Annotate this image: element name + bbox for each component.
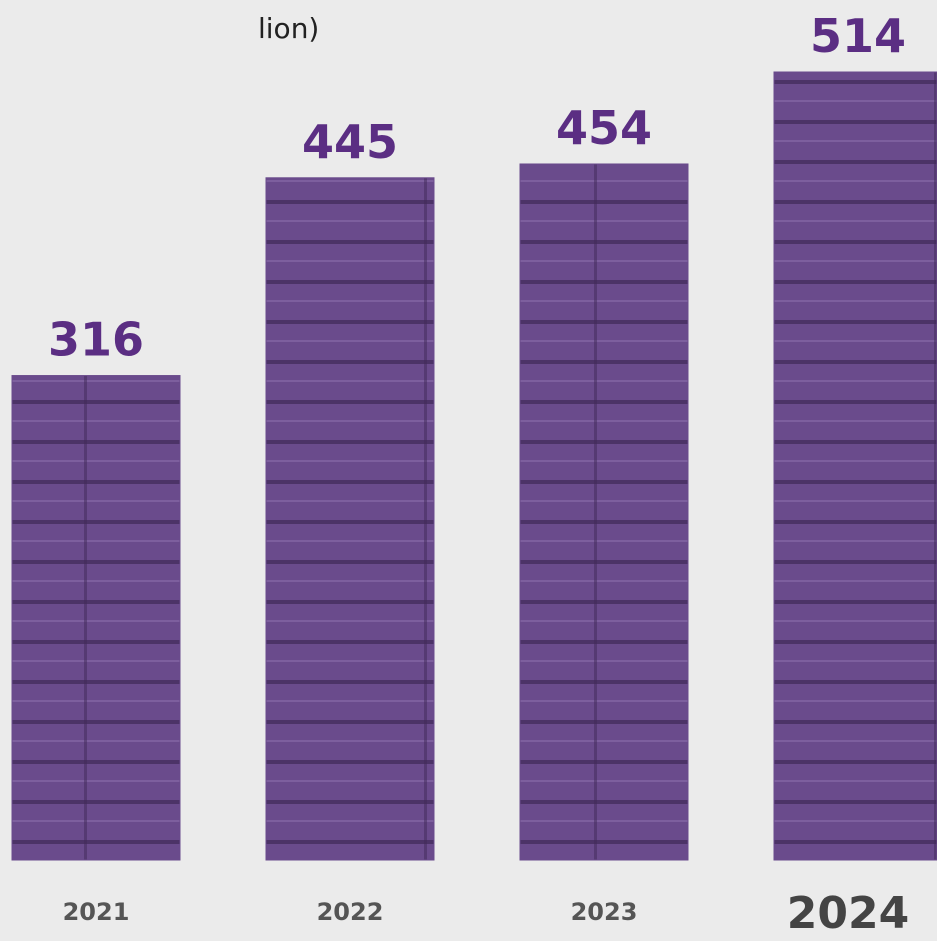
x-tick-label: 2021 <box>63 898 130 926</box>
x-tick-label: 2023 <box>571 898 638 926</box>
value-label: 316 <box>48 313 144 367</box>
bar <box>265 177 435 861</box>
x-tick-label: 2022 <box>317 898 384 926</box>
value-label: 445 <box>302 115 398 169</box>
x-tick-label: 2024 <box>787 888 909 939</box>
value-label: 454 <box>556 101 652 155</box>
bar <box>773 71 937 861</box>
bar <box>11 375 181 861</box>
chart-title: lion) <box>258 12 319 45</box>
bar <box>519 163 689 861</box>
value-label: 514 <box>810 9 906 63</box>
